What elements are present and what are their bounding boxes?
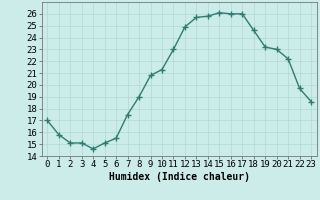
X-axis label: Humidex (Indice chaleur): Humidex (Indice chaleur)	[109, 172, 250, 182]
